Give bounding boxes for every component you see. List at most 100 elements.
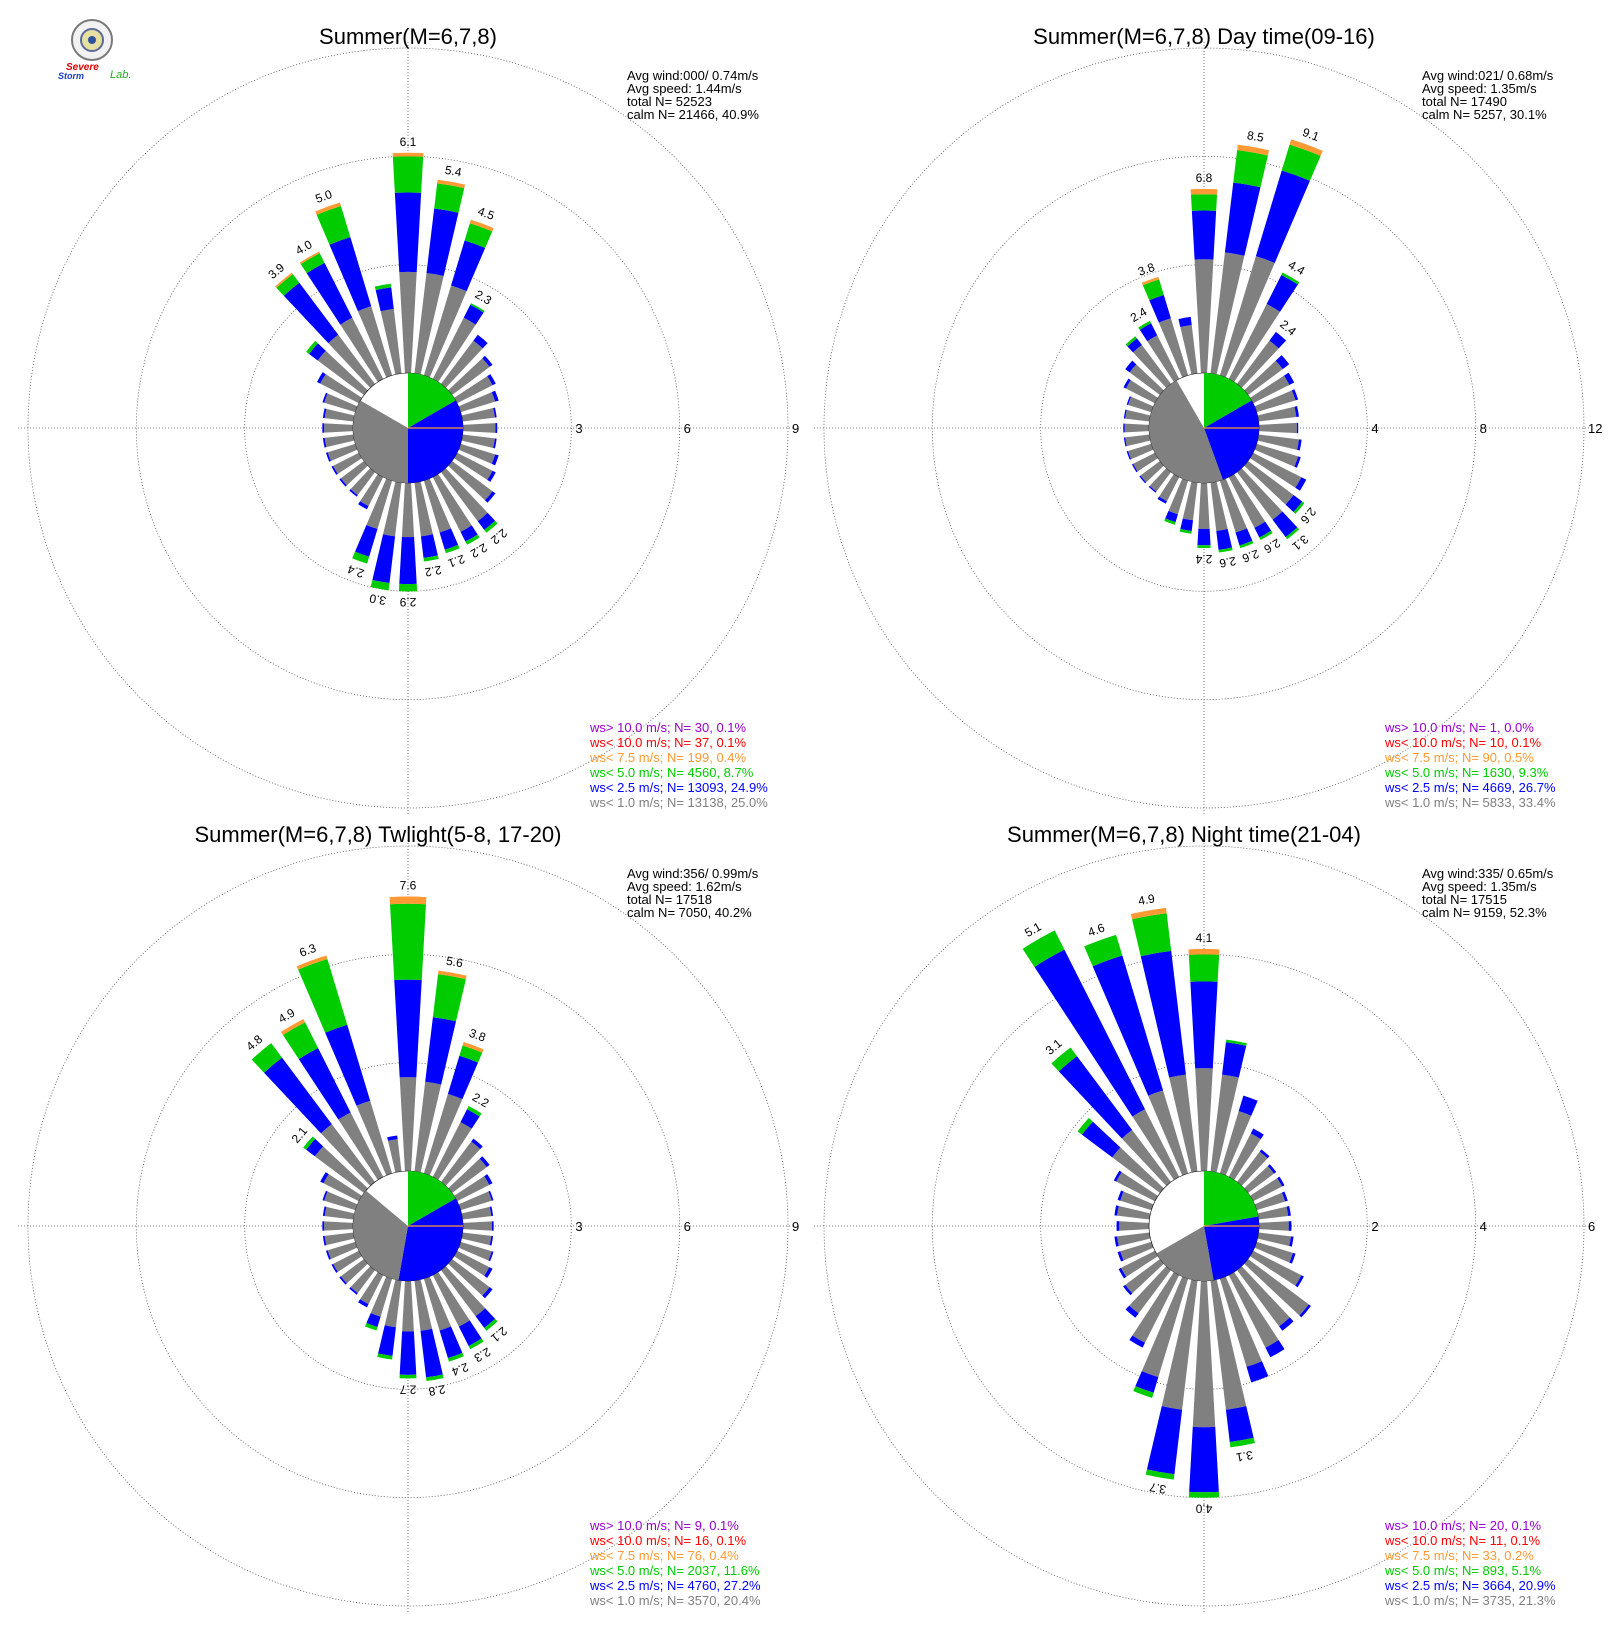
bar-segment [1289, 1236, 1294, 1247]
bar-segment [462, 423, 496, 433]
grid-ring [27, 845, 789, 1607]
bar-segment [1225, 1406, 1254, 1442]
bar-label: 2.3 [471, 1345, 493, 1366]
ring-label: 4 [1371, 421, 1378, 436]
bar-segment [251, 1043, 283, 1073]
bar-segment [306, 1138, 324, 1157]
bar-segment [466, 1105, 482, 1117]
bar-segment [1192, 1280, 1216, 1428]
bar-segment [1250, 1250, 1302, 1286]
bar-segment [324, 1221, 354, 1231]
legend-entry: ws< 1.0 m/s; N= 3735, 21.3% [1384, 1593, 1556, 1608]
bar-label: 5.1 [1022, 919, 1044, 940]
bar-segment [1195, 1068, 1213, 1172]
bar-segment [484, 1267, 493, 1278]
bar-segment [358, 1299, 369, 1308]
bar-segment [489, 1235, 494, 1246]
logo-text-top: Severe [66, 62, 99, 73]
bar-segment [329, 237, 372, 312]
bar-segment [1125, 360, 1137, 373]
bar-segment [1058, 1056, 1133, 1139]
ring-label: 8 [1480, 421, 1487, 436]
bar-segment [357, 306, 393, 378]
logo-seal-dot [88, 36, 96, 44]
bar-segment [1244, 360, 1283, 396]
bar-segment [459, 1045, 483, 1063]
bar-segment [448, 460, 493, 501]
stats-line: Avg wind:335/ 0.65m/s [1422, 866, 1554, 881]
bar-segment [423, 478, 452, 533]
bar-label: 2.2 [488, 526, 510, 548]
bar-segment [366, 478, 393, 530]
bar-label: 2.4 [345, 562, 366, 581]
stats-line: Avg speed: 1.62m/s [627, 879, 742, 894]
bar-segment [1148, 1090, 1189, 1176]
bar-segment [1141, 276, 1160, 286]
calm-slice [1204, 400, 1259, 480]
bar-segment [1238, 1095, 1258, 1116]
bar-segment [423, 555, 439, 562]
bar-segment [1295, 477, 1307, 491]
bar-segment [370, 579, 390, 591]
bar-label: 8.5 [1246, 128, 1265, 145]
bar-label: 2.3 [473, 287, 495, 308]
bar-segment [1132, 913, 1172, 957]
bar-label: 4.9 [1137, 891, 1156, 908]
legend-entry: ws< 7.5 m/s; N= 90, 0.5% [1384, 750, 1534, 765]
bar-segment [377, 1353, 393, 1360]
bar-segment [1124, 423, 1150, 433]
bar-segment [323, 1174, 362, 1202]
bar-segment [1125, 1258, 1164, 1294]
bar-segment [349, 1287, 358, 1295]
bar-segment [325, 1024, 371, 1106]
bar-segment [1139, 323, 1158, 342]
bar-label: 4.4 [1286, 258, 1308, 279]
bar-segment [1228, 303, 1281, 382]
bar-label: 2.4 [1195, 552, 1212, 566]
bar-segment [1281, 1191, 1288, 1202]
bar-segment [454, 1250, 490, 1276]
bar-segment [1296, 422, 1299, 434]
bar-segment [324, 423, 354, 433]
bar-segment [1120, 1191, 1154, 1211]
bar-segment [1159, 474, 1180, 502]
bar-segment [370, 1276, 393, 1317]
bar-segment [1139, 475, 1147, 484]
bar-segment [320, 374, 362, 404]
bar-segment [356, 1100, 393, 1176]
bar-segment [390, 903, 426, 980]
bar-label: 4.8 [243, 1032, 265, 1054]
bar-segment [1126, 450, 1132, 460]
ring-label: 3 [575, 421, 582, 436]
bar-segment [1147, 335, 1180, 382]
bar-segment [333, 1250, 362, 1272]
bar-segment [423, 1093, 463, 1176]
bar-segment [1257, 1232, 1291, 1246]
legend-entry: ws< 2.5 m/s; N= 13093, 24.9% [589, 780, 768, 795]
bar-segment [1222, 1042, 1247, 1078]
bar-segment [1149, 294, 1171, 323]
bar-segment [322, 392, 328, 403]
bar-label: 2.6 [1240, 547, 1261, 566]
bar-label: 3.1 [1043, 1036, 1065, 1058]
bar-segment [352, 551, 370, 564]
grid-ring [1040, 264, 1368, 592]
bar-segment [1218, 547, 1233, 553]
bar-segment [1128, 396, 1154, 413]
stats-line: Avg wind:021/ 0.68m/s [1422, 68, 1554, 83]
bar-segment [1259, 1149, 1270, 1159]
bar-segment [1297, 439, 1302, 451]
legend-entry: ws< 10.0 m/s; N= 11, 0.1% [1384, 1533, 1541, 1548]
bar-segment [1133, 452, 1158, 472]
bar-segment [1219, 1111, 1252, 1176]
bar-segment [1081, 1121, 1121, 1158]
legend-entry: ws> 10.0 m/s; N= 30, 0.1% [589, 720, 747, 735]
bar-segment [1135, 1371, 1159, 1393]
bar-label: 2.1 [289, 1124, 311, 1146]
bar-segment [328, 334, 376, 388]
bar-segment [1123, 409, 1127, 419]
bar-label: 4.1 [1196, 931, 1213, 945]
bar-segment [420, 1328, 443, 1378]
bar-segment [399, 271, 417, 374]
bar-label: 2.6 [1297, 505, 1319, 527]
